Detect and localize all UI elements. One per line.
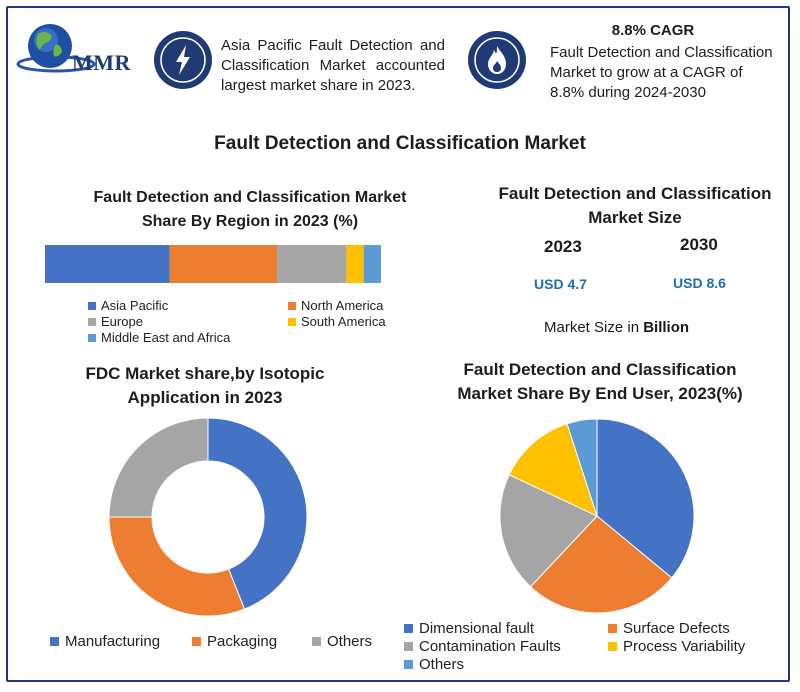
application-legend: Manufacturing Packaging Others bbox=[50, 633, 390, 655]
application-legend-item-manufacturing: Manufacturing bbox=[50, 633, 160, 650]
end-user-legend-item-contamination-faults: Contamination Faults bbox=[404, 638, 561, 655]
region-chart-title-line1: Fault Detection and Classification Marke… bbox=[93, 189, 407, 206]
legend-swatch bbox=[88, 333, 96, 342]
application-slice-others bbox=[108, 417, 209, 518]
market-size-title-line1: Fault Detection and Classification bbox=[498, 184, 772, 203]
region-chart-title: Fault Detection and Classification Marke… bbox=[60, 186, 440, 234]
end-user-chart-title: Fault Detection and Classification Marke… bbox=[440, 358, 760, 406]
cagr-title: 8.8% CAGR bbox=[611, 22, 695, 39]
flame-badge bbox=[468, 31, 526, 89]
region-legend: Asia Pacific North America Europe South Ame… bbox=[88, 298, 408, 348]
end-user-slice-process-variability bbox=[508, 423, 598, 517]
region-bar-segment-asia-pacific bbox=[45, 245, 170, 283]
application-chart-title: FDC Market share,by Isotopic Application… bbox=[40, 362, 370, 410]
region-callout: Asia Pacific Fault Detection and Classif… bbox=[221, 37, 445, 94]
legend-swatch bbox=[404, 660, 413, 669]
region-legend-item-asia-pacific: Asia Pacific bbox=[88, 298, 168, 313]
legend-swatch bbox=[50, 637, 59, 646]
legend-label: Surface Defects bbox=[623, 620, 730, 637]
application-chart-title-line2: Application in 2023 bbox=[127, 388, 283, 407]
region-bar-segment-south-america bbox=[346, 245, 364, 283]
legend-label: North America bbox=[301, 298, 384, 313]
legend-swatch bbox=[288, 301, 296, 310]
region-legend-item-europe: Europe bbox=[88, 314, 143, 329]
legend-swatch bbox=[312, 637, 321, 646]
market-size-note: Market Size in Billion bbox=[544, 319, 689, 336]
end-user-slice-others bbox=[566, 418, 598, 517]
legend-label: Process Variability bbox=[623, 638, 746, 655]
legend-label: Others bbox=[327, 633, 373, 650]
application-slice-packaging bbox=[108, 516, 246, 617]
legend-swatch bbox=[288, 317, 296, 326]
legend-label: Contamination Faults bbox=[419, 638, 561, 655]
end-user-chart-title-line1: Fault Detection and Classification bbox=[463, 360, 737, 379]
market-size-value-2030: USD 8.6 bbox=[673, 275, 726, 291]
cagr-text: Fault Detection and Classification Marke… bbox=[550, 44, 773, 101]
region-bar-segment-europe bbox=[277, 245, 347, 283]
legend-swatch bbox=[404, 642, 413, 651]
mmr-logo: MMR bbox=[16, 20, 138, 80]
application-legend-item-packaging: Packaging bbox=[192, 633, 277, 650]
region-bar-segment-middle-east-and-africa bbox=[363, 245, 381, 283]
end-user-legend-item-others: Others bbox=[404, 656, 464, 673]
end-user-chart-title-line2: Market Share By End User, 2023(%) bbox=[457, 384, 743, 403]
end-user-pie-chart bbox=[499, 418, 695, 614]
legend-swatch bbox=[192, 637, 201, 646]
region-legend-item-middle-east-and-africa: Middle East and Africa bbox=[88, 330, 230, 345]
logo-text: MMR bbox=[72, 50, 131, 75]
main-title: Fault Detection and Classification Marke… bbox=[214, 133, 586, 154]
application-chart-title-line1: FDC Market share,by Isotopic bbox=[85, 364, 325, 383]
end-user-legend: Dimensional fault Surface Defects Contamin… bbox=[404, 620, 794, 676]
application-slice-manufacturing bbox=[207, 417, 308, 610]
legend-swatch bbox=[88, 301, 96, 310]
lightning-icon bbox=[160, 37, 206, 83]
legend-label: Asia Pacific bbox=[101, 298, 169, 313]
end-user-legend-item-process-variability: Process Variability bbox=[608, 638, 745, 655]
legend-label: Others bbox=[419, 656, 465, 673]
legend-label: Europe bbox=[101, 314, 143, 329]
market-size-value-2023: USD 4.7 bbox=[534, 276, 587, 292]
end-user-slice-contamination-faults bbox=[499, 474, 598, 588]
legend-swatch bbox=[404, 624, 413, 633]
market-size-year-2030: 2030 bbox=[680, 235, 718, 254]
legend-label: Dimensional fault bbox=[419, 620, 535, 637]
region-chart-title-line2: Share By Region in 2023 (%) bbox=[141, 213, 359, 230]
application-donut-chart bbox=[108, 417, 308, 617]
market-size-title: Fault Detection and Classification Marke… bbox=[490, 182, 780, 230]
infographic-frame bbox=[6, 6, 790, 682]
region-bar-segment-north-america bbox=[169, 245, 278, 283]
region-legend-item-north-america: North America bbox=[288, 298, 383, 313]
globe-logo-icon bbox=[16, 24, 96, 73]
flame-icon bbox=[474, 37, 520, 83]
application-legend-item-others: Others bbox=[312, 633, 372, 650]
legend-swatch bbox=[608, 624, 617, 633]
legend-label: Packaging bbox=[207, 633, 278, 650]
legend-label: Manufacturing bbox=[65, 633, 161, 650]
end-user-slice-surface-defects bbox=[529, 515, 673, 614]
end-user-legend-item-dimensional-fault: Dimensional fault bbox=[404, 620, 534, 637]
legend-label: South America bbox=[301, 314, 386, 329]
region-stacked-bar bbox=[45, 245, 381, 283]
region-legend-item-south-america: South America bbox=[288, 314, 386, 329]
lightning-badge bbox=[154, 31, 212, 89]
legend-label: Middle East and Africa bbox=[101, 330, 231, 345]
end-user-slice-dimensional-fault bbox=[596, 418, 695, 579]
legend-swatch bbox=[88, 317, 96, 326]
market-size-year-2023: 2023 bbox=[544, 237, 582, 256]
end-user-legend-item-surface-defects: Surface Defects bbox=[608, 620, 730, 637]
legend-swatch bbox=[608, 642, 617, 651]
market-size-note-unit: Billion bbox=[643, 319, 690, 336]
market-size-note-prefix: Market Size in bbox=[544, 319, 644, 336]
market-size-title-line2: Market Size bbox=[588, 208, 682, 227]
